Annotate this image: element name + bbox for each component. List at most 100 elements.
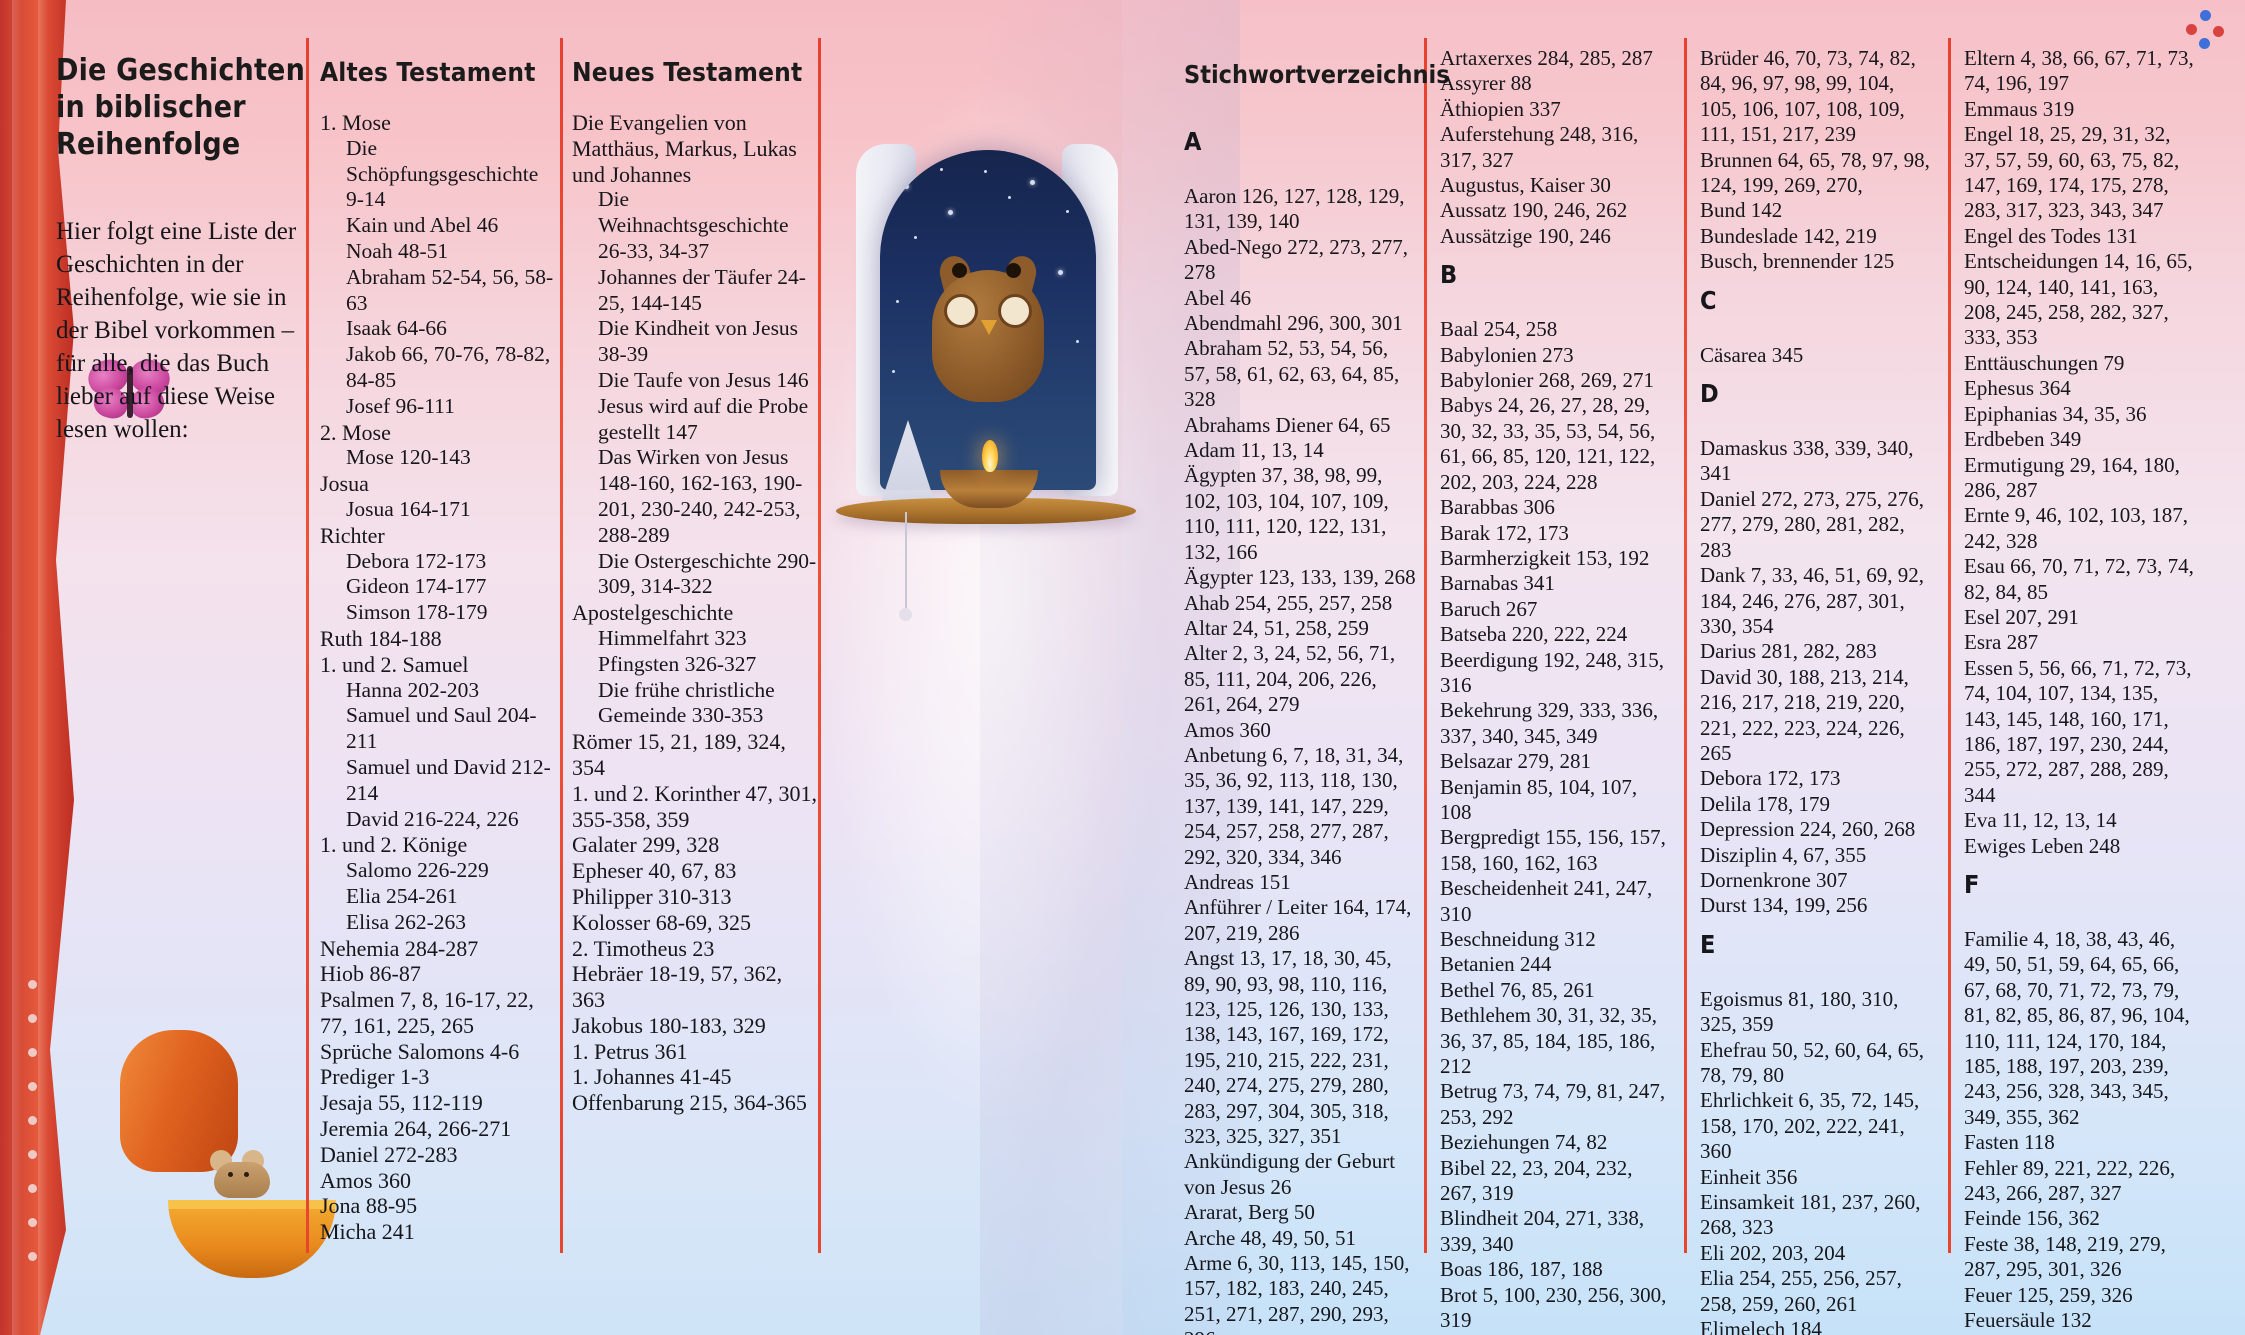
- list-item: Die Ostergeschichte 290-309, 314-322: [598, 548, 817, 599]
- list-item: Prediger 1-3: [320, 1064, 430, 1090]
- index-entry: Aaron 126, 127, 128, 129, 131, 139, 140: [1184, 184, 1405, 234]
- list-item: Epheser 40, 67, 83: [572, 858, 737, 884]
- index-entry: Bekehrung 329, 333, 336, 337, 340, 345, …: [1440, 698, 1659, 748]
- index-entry: Babys 24, 26, 27, 28, 29, 30, 32, 33, 35…: [1440, 393, 1656, 494]
- index-entry: Alter 2, 3, 24, 52, 56, 71, 85, 111, 204…: [1184, 641, 1396, 717]
- list-item: Das Wirken von Jesus 148-160, 162-163, 1…: [598, 445, 803, 547]
- index-entry: Ägypten 37, 38, 98, 99, 102, 103, 104, 1…: [1184, 463, 1389, 564]
- index-entry: Darius 281, 282, 283: [1700, 639, 1877, 664]
- index-entry: Debora 172, 173: [1700, 766, 1841, 791]
- index-entry: Fehler 89, 221, 222, 226, 243, 266, 287,…: [1964, 1155, 2176, 1206]
- index-entry: Boas 186, 187, 188: [1440, 1257, 1603, 1282]
- list-item: Mose 120-143: [346, 445, 471, 470]
- index-entry: Disziplin 4, 67, 355: [1700, 842, 1867, 867]
- list-item: Die Evangelien von Matthäus, Markus, Luk…: [572, 110, 797, 187]
- index-entry: Dornenkrone 307: [1700, 867, 1848, 892]
- list-item: Elia 254-261: [346, 883, 458, 908]
- index-entry: Anführer / Leiter 164, 174, 207, 219, 28…: [1184, 895, 1412, 945]
- index-entry: Auferstehung 248, 316, 317, 327: [1440, 122, 1639, 172]
- list-item: Römer 15, 21, 189, 324, 354: [572, 729, 786, 780]
- index-entry: Ehrlichkeit 6, 35, 72, 145, 158, 170, 20…: [1700, 1088, 1920, 1164]
- index-entry: Ewiges Leben 248: [1964, 833, 2121, 858]
- index-entry: Esau 66, 70, 71, 72, 73, 74, 82, 84, 85: [1964, 554, 2194, 604]
- index-entry: Ägypter 123, 133, 139, 268: [1184, 565, 1416, 590]
- index-entry: Busch, brennender 125: [1700, 249, 1895, 274]
- index-entry: Erdbeben 349: [1964, 427, 2082, 452]
- list-item: Hanna 202-203: [346, 677, 480, 702]
- column-rule: [306, 38, 309, 1253]
- index-entry: Aussatz 190, 246, 262: [1440, 198, 1628, 223]
- index-entry: Angst 13, 17, 18, 30, 45, 89, 90, 93, 98…: [1184, 946, 1392, 1149]
- index-entry: Ankündigung der Geburt von Jesus 26: [1184, 1149, 1396, 1199]
- index-entry: Feinde 156, 362: [1964, 1206, 2100, 1231]
- owl-niche-illustration: [856, 144, 1118, 496]
- list-item: Kain und Abel 46: [346, 213, 499, 238]
- list-item: 1. und 2. Samuel: [320, 651, 469, 677]
- index-heading: Stichwortverzeichnis: [1184, 60, 1450, 89]
- flame-icon: [982, 440, 998, 472]
- list-item: Amos 360: [320, 1167, 412, 1193]
- index-entry: Engel 18, 25, 29, 31, 32, 37, 57, 59, 60…: [1964, 122, 2180, 223]
- index-entry: Engel des Todes 131: [1964, 223, 2138, 248]
- index-entry: Ernte 9, 46, 102, 103, 187, 242, 328: [1964, 503, 2188, 553]
- index-entry: Ararat, Berg 50: [1184, 1200, 1315, 1225]
- index-entry: Belsazar 279, 281: [1440, 749, 1592, 774]
- list-item: Hiob 86-87: [320, 961, 421, 987]
- index-entry: Bethel 76, 85, 261: [1440, 977, 1595, 1002]
- index-entry: Adam 11, 13, 14: [1184, 438, 1324, 463]
- list-item: Noah 48-51: [346, 238, 449, 263]
- index-letter-heading: B: [1440, 260, 1458, 290]
- list-item: Apostelgeschichte: [572, 600, 734, 626]
- index-entry: Epiphanias 34, 35, 36: [1964, 401, 2147, 426]
- owl-icon: [924, 252, 1052, 404]
- new-testament-heading: Neues Testament: [572, 58, 803, 88]
- list-item: Daniel 272-283: [320, 1141, 458, 1167]
- index-entry: Eva 11, 12, 13, 14: [1964, 808, 2117, 833]
- butterfly-icon: [83, 354, 175, 430]
- index-entry: Fasten 118: [1964, 1130, 2055, 1155]
- list-item: Josua: [320, 471, 369, 497]
- index-entry: Egoismus 81, 180, 310, 325, 359: [1700, 986, 1899, 1037]
- index-entry: Baal 254, 258: [1440, 317, 1558, 342]
- list-item: Salomo 226-229: [346, 858, 489, 883]
- list-item: 1. und 2. Könige: [320, 832, 468, 858]
- index-entry: David 30, 188, 213, 214, 216, 217, 218, …: [1700, 664, 1909, 765]
- index-entry: Feuer 125, 259, 326: [1964, 1282, 2133, 1307]
- index-column-3: Brüder 46, 70, 73, 74, 82, 84, 96, 97, 9…: [1700, 46, 1932, 1335]
- index-entry: Beschneidung 312: [1440, 927, 1596, 951]
- list-item: Johannes der Täufer 24-25, 144-145: [598, 264, 806, 315]
- list-item: Psalmen 7, 8, 16-17, 22, 77, 161, 225, 2…: [320, 987, 534, 1038]
- corner-doodle-icon: [2186, 10, 2230, 54]
- index-entry: Blindheit 204, 271, 338, 339, 340: [1440, 1206, 1645, 1256]
- index-entry: Äthiopien 337: [1440, 96, 1561, 121]
- index-entry: Cäsarea 345: [1700, 342, 1804, 367]
- index-entry: Abed-Nego 272, 273, 277, 278: [1184, 234, 1408, 285]
- index-entry: Emmaus 319: [1964, 96, 2075, 121]
- list-item: Die Kindheit von Jesus 38-39: [598, 316, 799, 367]
- index-entry: Brot 5, 100, 230, 256, 300, 319: [1440, 1282, 1667, 1333]
- old-testament-heading: Altes Testament: [320, 58, 536, 88]
- index-entry: Batseba 220, 222, 224: [1440, 622, 1628, 647]
- index-entry: Esra 287: [1964, 630, 2039, 655]
- index-entry: Enttäuschungen 79: [1964, 350, 2125, 375]
- index-entry: Andreas 151: [1184, 869, 1291, 894]
- index-entry: Delila 178, 179: [1700, 791, 1831, 816]
- list-item: Die Taufe von Jesus 146: [598, 367, 809, 392]
- column-rule: [560, 38, 563, 1253]
- new-testament-list: Die Evangelien von Matthäus, Markus, Luk…: [572, 110, 820, 1116]
- index-entry: Abraham 52, 53, 54, 56, 57, 58, 61, 62, …: [1184, 336, 1400, 412]
- list-item: 1. Johannes 41-45: [572, 1064, 732, 1090]
- list-item: Richter: [320, 522, 385, 548]
- list-item: Galater 299, 328: [572, 832, 720, 858]
- index-entry: Barak 172, 173: [1440, 520, 1569, 545]
- index-entry: Dank 7, 33, 46, 51, 69, 92, 184, 246, 27…: [1700, 563, 1924, 638]
- index-entry: Ermutigung 29, 164, 180, 286, 287: [1964, 452, 2180, 502]
- list-item: Samuel und David 212-214: [346, 754, 551, 805]
- index-entry: Assyrer 88: [1440, 71, 1532, 96]
- index-entry: Arche 48, 49, 50, 51: [1184, 1225, 1357, 1250]
- index-entry: Altar 24, 51, 258, 259: [1184, 615, 1369, 640]
- list-item: Sprüche Salomons 4-6: [320, 1038, 520, 1064]
- index-entry: Einsamkeit 181, 237, 260, 268, 323: [1700, 1190, 1921, 1240]
- list-item: Josua 164-171: [346, 496, 471, 521]
